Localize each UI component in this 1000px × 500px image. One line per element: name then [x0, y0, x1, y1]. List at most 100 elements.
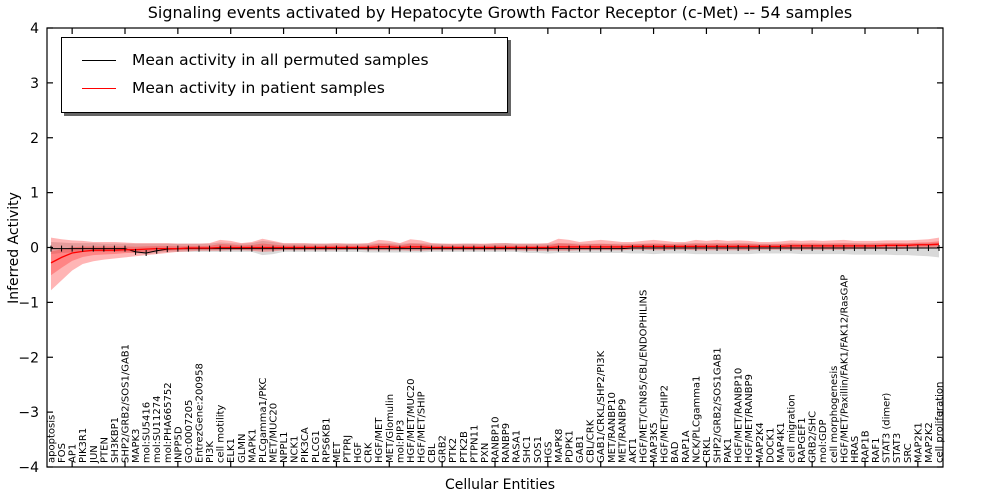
x-category-label: MAPK8: [554, 429, 565, 463]
y-tick-label: −3: [18, 405, 39, 421]
x-category-label: PTK2B: [459, 431, 470, 463]
x-category-label: MAP2K1: [913, 422, 924, 463]
x-category-label: PXN: [480, 443, 491, 463]
x-category-label: NCK1: [290, 436, 301, 463]
x-category-label: GAB1: [575, 435, 586, 463]
x-category-label: AP1: [68, 444, 79, 463]
y-tick-label: −4: [18, 460, 39, 476]
x-category-label: PLCG1: [311, 430, 322, 463]
legend: Mean activity in all permuted samples Me…: [61, 37, 508, 113]
x-category-label: CBL/CRK: [586, 419, 597, 463]
x-category-label: PI3K: [205, 441, 216, 463]
x-category-label: MAP2K4: [755, 422, 766, 463]
x-category-label: mol:PIP3: [395, 420, 406, 463]
x-category-label: RANBP9: [501, 423, 512, 463]
x-category-label: FOS: [57, 443, 68, 463]
x-category-label: STAT3: [892, 433, 903, 463]
x-category-label: HGF/MET/CIN85/CBL/ENDOPHILINS: [639, 290, 650, 463]
x-category-label: MET/RANBP9: [617, 398, 628, 463]
x-category-label: SH3KBP1: [110, 417, 121, 463]
x-category-label: MET/RANBP10: [607, 392, 618, 463]
x-category-label: MAP3K5: [649, 422, 660, 463]
x-category-label: cell migration: [787, 394, 798, 463]
x-category-label: PIK3CA: [300, 427, 311, 463]
x-axis-label: Cellular Entities: [444, 477, 556, 493]
x-category-label: JUN: [89, 445, 100, 464]
x-category-label: MET/Glomulin: [385, 394, 396, 463]
y-tick-label: 3: [30, 76, 39, 92]
x-category-label: mol:GDP: [818, 420, 829, 464]
x-category-label: cell motility: [216, 405, 227, 463]
x-category-label: HGF/MET/SHIP2: [660, 385, 671, 463]
x-category-label: PTK2: [448, 438, 459, 463]
x-category-label: PAK1: [723, 438, 734, 463]
x-category-label: AKT1: [628, 438, 639, 463]
x-category-label: MAP4K1: [776, 422, 787, 463]
x-category-label: RAF1: [871, 438, 882, 464]
x-category-label: CBL: [427, 443, 438, 463]
x-category-label: PDPK1: [565, 430, 576, 463]
x-category-label: STAT3 (dimer): [882, 393, 893, 463]
x-category-label: apoptosis: [47, 415, 58, 463]
x-category-label: HRAS: [850, 436, 861, 463]
y-axis-label: Inferred Activity: [6, 192, 22, 304]
x-category-label: DOCK1: [765, 428, 776, 463]
x-category-label: CRKL: [702, 437, 713, 463]
x-category-label: RAPGEF1: [797, 417, 808, 463]
x-category-label: NPPL1: [279, 432, 290, 463]
x-category-label: RAP1B: [861, 430, 872, 463]
x-category-label: mol:SU11274: [152, 396, 163, 464]
x-category-label: ELK1: [226, 438, 237, 463]
x-category-label: PIK3R1: [78, 428, 89, 463]
x-category-label: cell morphogenesis: [829, 366, 840, 463]
x-category-label: GRB2: [438, 435, 449, 463]
x-category-label: MET/MUC20: [269, 403, 280, 463]
x-category-label: BAD: [670, 441, 681, 463]
x-category-label: RAP1A: [681, 430, 692, 463]
x-category-label: mol:SU5416: [142, 402, 153, 463]
legend-label-patient: Mean activity in patient samples: [132, 79, 385, 97]
x-category-label: HGF/MET/RANBP9: [744, 374, 755, 463]
x-category-label: NCK/PLCgamma1: [691, 376, 702, 463]
x-category-label: cell proliferation: [935, 382, 946, 463]
legend-label-permuted: Mean activity in all permuted samples: [132, 51, 429, 69]
x-category-label: SOS1: [533, 436, 544, 463]
x-category-label: HGF/MET/Paxillin/FAK1/FAK12/RasGAP: [839, 275, 850, 463]
y-tick-label: −2: [18, 350, 39, 366]
x-category-label: MET: [332, 441, 343, 463]
x-category-label: GLMN: [237, 434, 248, 463]
x-category-label: HGF/MET/RANBP10: [734, 368, 745, 463]
x-category-label: GAB1/CRKL/SHP2/PI3K: [596, 350, 607, 463]
y-tick-label: 4: [30, 21, 39, 37]
x-category-label: SHP2/GRB2/SOS1/GAB1: [121, 344, 132, 463]
x-category-label: HGF/MET/SHIP: [417, 391, 428, 463]
y-tick-label: −1: [18, 295, 39, 311]
x-category-label: GRB2/SHC: [808, 411, 819, 463]
x-category-label: RPS6KB1: [321, 418, 332, 463]
x-category-label: MAP2K2: [924, 422, 935, 463]
x-category-label: PTPRJ: [343, 435, 354, 463]
x-category-label: mol:PHA665752: [163, 382, 174, 463]
x-category-label: RASA1: [512, 430, 523, 463]
y-tick-label: 0: [30, 241, 39, 257]
x-category-label: INPP5D: [173, 426, 184, 463]
permuted-line-swatch: [82, 59, 116, 61]
x-category-label: HGS: [543, 441, 554, 463]
x-category-label: MAPK3: [131, 429, 142, 463]
x-category-label: SHC1: [522, 436, 533, 463]
x-category-label: GO:0007205: [184, 400, 195, 463]
y-tick-label: 2: [30, 131, 39, 147]
x-category-label: HGF/MET/MUC20: [406, 379, 417, 463]
patient-line-swatch: [82, 87, 116, 89]
x-category-label: RANBP10: [491, 417, 502, 463]
x-category-label: PTEN: [99, 437, 110, 463]
x-category-label: EntrezGene:200958: [195, 363, 206, 463]
x-category-label: PTPN11: [469, 425, 480, 463]
x-category-label: SHP2/GRB2/SOS1GAB1: [713, 347, 724, 463]
x-category-label: MAPK1: [247, 429, 258, 463]
legend-item-permuted: Mean activity in all permuted samples: [74, 46, 497, 74]
x-category-label: SRC: [903, 443, 914, 463]
x-category-label: HGF: [353, 442, 364, 463]
